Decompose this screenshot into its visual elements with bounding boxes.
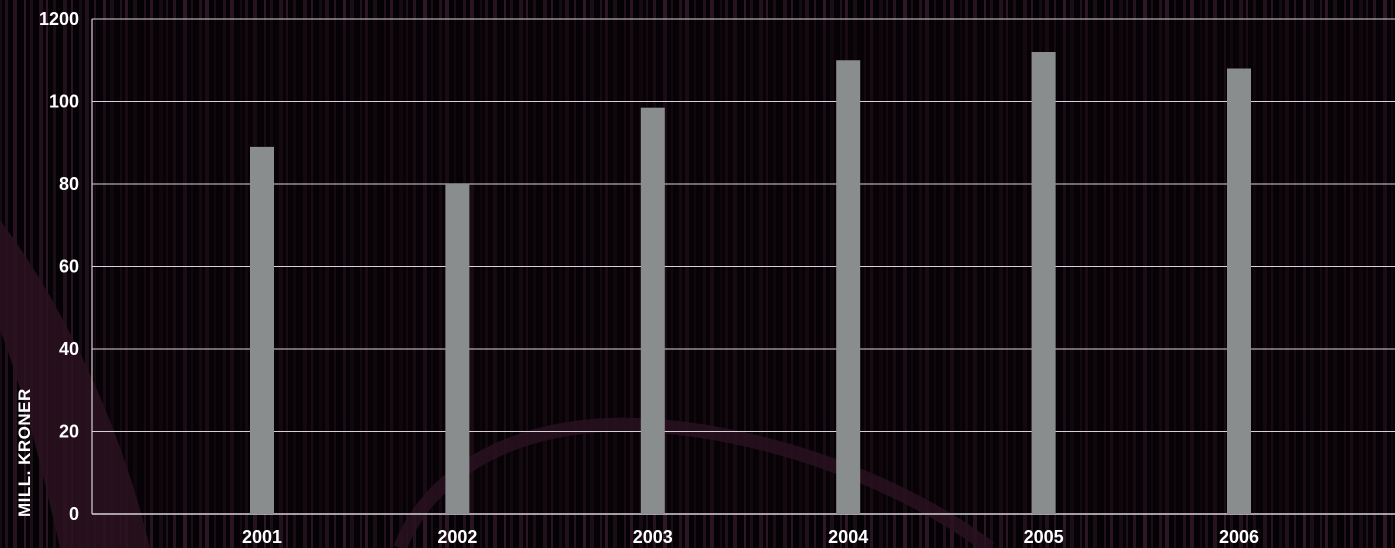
stripe: [71, 0, 73, 548]
bar-2005: [1031, 52, 1056, 514]
bar-2003: [640, 107, 665, 514]
stripe: [63, 0, 67, 548]
stripe: [85, 0, 89, 548]
bars: [250, 52, 1251, 514]
y-tick-label: 60: [59, 257, 79, 277]
x-tick-label: 2005: [1024, 527, 1064, 547]
y-tick-label: 1200: [39, 9, 79, 29]
y-tick-label: 40: [59, 339, 79, 359]
x-axis-ticks: 2001 2002 2003 2004 2005 2006: [242, 527, 1259, 547]
stripe: [53, 0, 56, 548]
y-tick-label: 20: [59, 422, 79, 442]
stripe: [79, 0, 82, 548]
x-tick-label: 2003: [633, 527, 673, 547]
bar-2002: [445, 184, 470, 514]
y-tick-label: 0: [69, 504, 79, 524]
bar-2004: [836, 60, 861, 514]
y-tick-label: 100: [49, 92, 79, 112]
bar-2006: [1227, 68, 1251, 514]
stripe: [39, 0, 43, 548]
y-axis-ticks: 0 20 40 60 80 100 1200: [39, 9, 79, 524]
x-tick-label: 2004: [828, 527, 868, 547]
x-tick-label: 2002: [437, 527, 477, 547]
y-axis-title: MILL. KRONER: [15, 388, 34, 517]
stripe: [46, 0, 48, 548]
x-tick-label: 2006: [1219, 527, 1259, 547]
y-tick-label: 80: [59, 174, 79, 194]
decorative-swoosh: [0, 220, 150, 548]
bar-2001: [250, 146, 274, 514]
x-tick-label: 2001: [242, 527, 282, 547]
gridlines: [91, 18, 1395, 515]
